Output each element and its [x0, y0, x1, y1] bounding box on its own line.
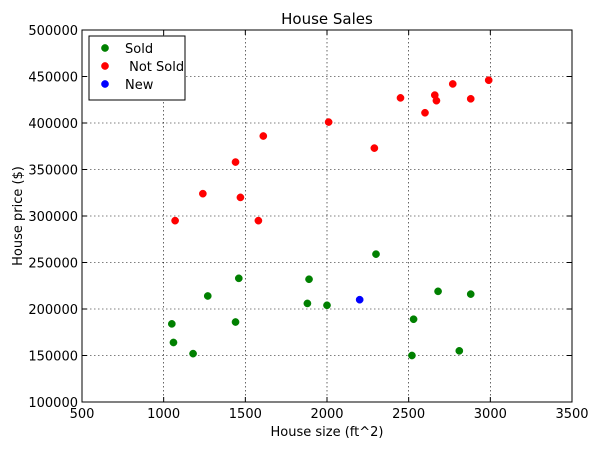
data-point	[421, 108, 429, 117]
data-point	[370, 144, 379, 152]
data-point	[305, 275, 313, 284]
data-point	[167, 320, 176, 328]
data-point	[259, 132, 268, 140]
x-axis-label: House size (ft^2)	[271, 425, 384, 440]
legend-marker	[101, 80, 109, 88]
data-point	[408, 351, 416, 360]
data-point	[372, 250, 380, 258]
data-point	[303, 299, 312, 308]
y-tick-label: 250000	[28, 257, 78, 272]
x-tick-label: 1500	[229, 407, 262, 422]
y-tick-label: 500000	[28, 24, 78, 39]
y-tick-label: 400000	[28, 117, 78, 132]
legend-label: Sold	[125, 42, 153, 57]
data-point	[231, 158, 240, 166]
data-point	[231, 318, 240, 326]
data-point	[199, 189, 207, 198]
data-points	[167, 76, 493, 360]
data-point	[254, 216, 263, 225]
data-point	[409, 315, 418, 324]
data-point	[323, 301, 331, 310]
data-point	[234, 274, 243, 283]
y-tick-label: 300000	[28, 210, 78, 225]
x-tick-label: 500	[70, 407, 95, 422]
data-point	[448, 80, 457, 88]
y-tick-label: 200000	[28, 303, 78, 318]
data-point	[171, 216, 179, 225]
x-tick-label: 1000	[147, 407, 180, 422]
legend: Sold Not Sold New	[88, 35, 186, 101]
x-tick-label: 2000	[310, 407, 343, 422]
data-point	[455, 347, 464, 355]
data-point	[324, 118, 333, 126]
data-point	[236, 193, 245, 202]
data-point	[169, 338, 178, 347]
data-point	[434, 287, 442, 296]
legend-label: Not Sold	[125, 60, 184, 75]
data-point	[189, 349, 197, 358]
axis-ticks: 500 1000 1500 2000 2500 3000 3500 100000 150000 2…	[28, 24, 588, 422]
legend-marker	[101, 62, 109, 70]
x-tick-label: 2500	[392, 407, 425, 422]
y-tick-label: 150000	[28, 350, 78, 365]
y-tick-label: 350000	[28, 164, 78, 179]
data-point	[432, 96, 441, 105]
data-point	[466, 290, 475, 298]
data-point	[396, 94, 405, 102]
chart-title: House Sales	[281, 10, 373, 28]
data-point	[355, 295, 364, 304]
y-axis-label: House price ($)	[11, 166, 26, 266]
x-tick-label: 3500	[555, 407, 588, 422]
legend-marker	[101, 44, 109, 52]
legend-label: New	[125, 78, 154, 93]
y-tick-label: 100000	[28, 396, 78, 411]
data-point	[203, 292, 212, 300]
data-point	[466, 94, 475, 103]
x-tick-label: 3000	[474, 407, 507, 422]
data-point	[484, 76, 493, 85]
y-tick-label: 450000	[28, 71, 78, 86]
